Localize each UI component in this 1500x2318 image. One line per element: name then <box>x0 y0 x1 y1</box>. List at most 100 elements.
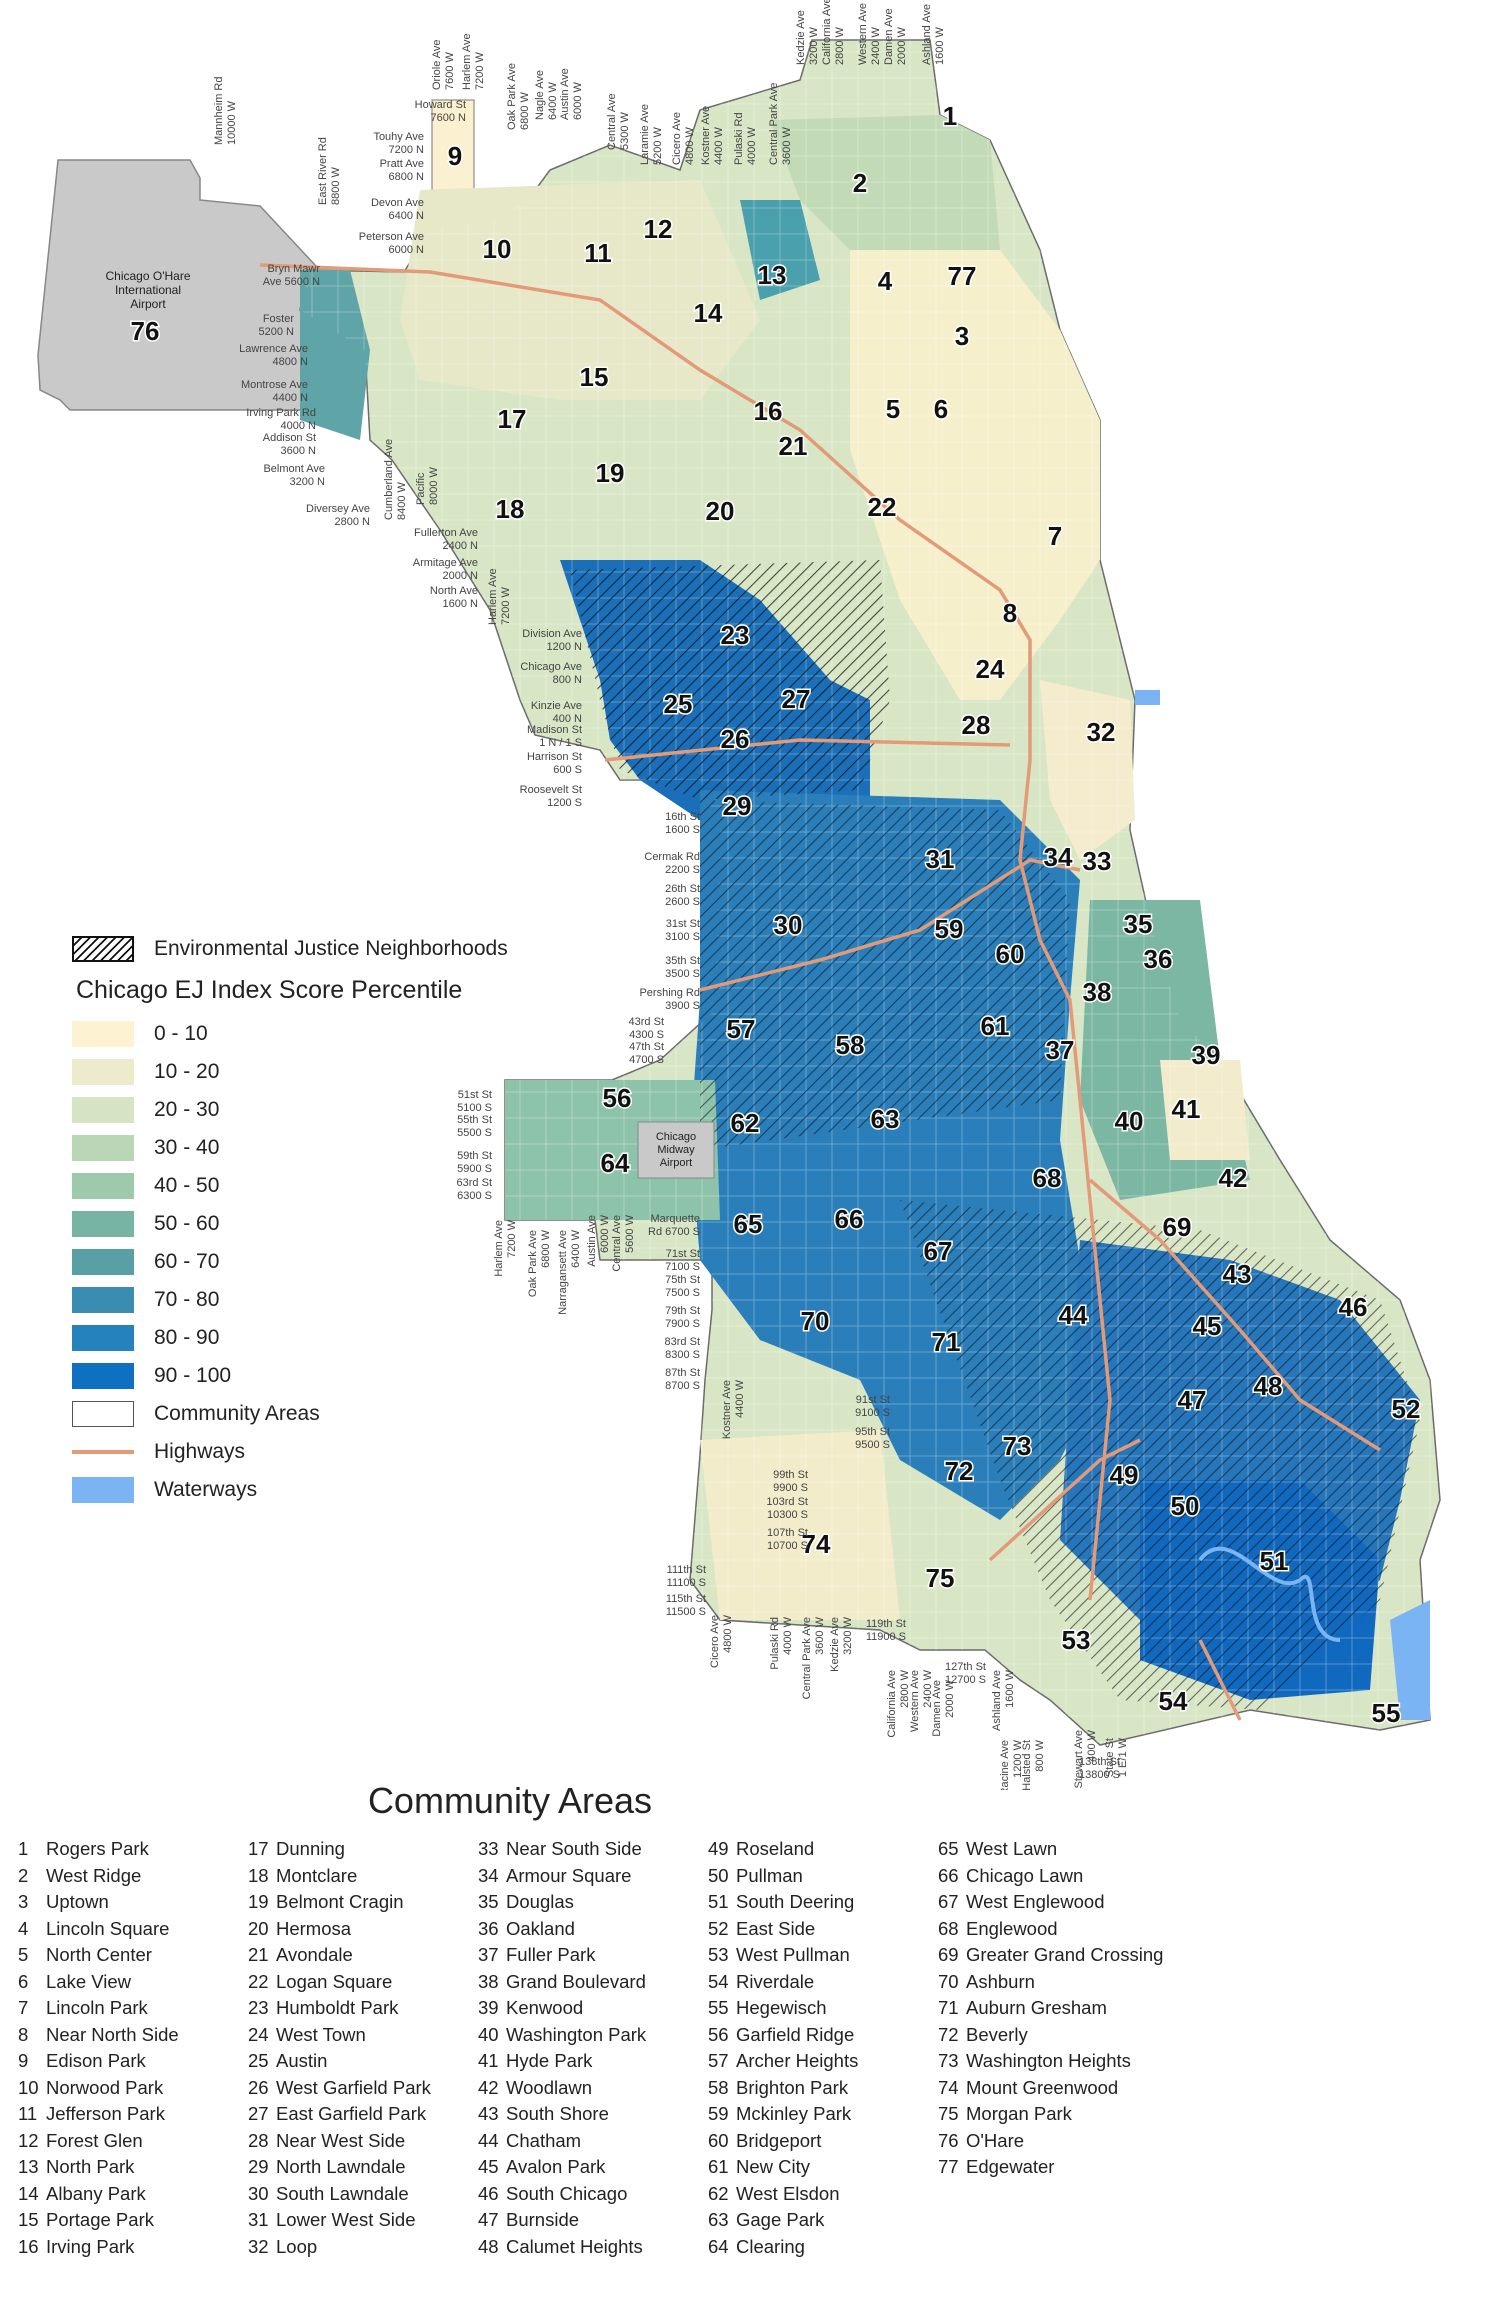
community-area-number: 74 <box>938 2076 959 2098</box>
community-area-label: 3 <box>955 321 969 351</box>
community-area-number: 40 <box>478 2023 499 2045</box>
legend-class-swatch <box>72 1325 134 1351</box>
community-area-label: 44 <box>1059 1300 1088 1330</box>
community-area-name: East Garfield Park <box>276 2103 427 2124</box>
street-label: 16th St 1600 S <box>665 811 700 836</box>
community-area-label: 14 <box>694 298 723 328</box>
community-area-item: 59 Mckinley Park <box>708 2101 938 2128</box>
community-area-item: 22 Logan Square <box>248 1969 478 1996</box>
community-area-name: Loop <box>276 2235 318 2257</box>
street-label: 107th St 10700 S <box>767 1527 808 1552</box>
community-area-label: 41 <box>1172 1094 1201 1124</box>
street-label: 115th St 11500 S <box>666 1593 706 1618</box>
street-label: 31st St 3100 S <box>665 918 700 943</box>
street-label: Irving Park Rd 4000 N <box>246 407 316 432</box>
legend-highway-swatch <box>72 1450 134 1454</box>
community-area-label: 24 <box>976 654 1005 684</box>
community-areas-column: 1 Rogers Park 2 West Ridge 3 Uptown 4 Lincoln S… <box>18 1836 248 2260</box>
ej-hatch-southwest <box>700 800 1070 1150</box>
community-area-item: 23 Humboldt Park <box>248 1995 478 2022</box>
community-area-item: 35 Douglas <box>478 1889 708 1916</box>
community-area-label: 38 <box>1083 977 1112 1007</box>
legend-ej-row: Environmental Justice Neighborhoods <box>72 930 552 968</box>
street-label: Armitage Ave 2000 N <box>413 557 478 582</box>
legend-waterway-swatch <box>72 1477 134 1503</box>
community-area-name: East Side <box>736 1917 816 1939</box>
community-area-name: Pullman <box>736 1864 803 1886</box>
community-area-label: 2 <box>853 168 867 198</box>
legend-class-row: 70 - 80 <box>72 1281 552 1319</box>
street-label: Kostner Ave4400 W <box>721 1379 746 1439</box>
community-area-number: 65 <box>938 1838 959 1859</box>
community-area-number: 56 <box>708 2023 729 2045</box>
community-area-label: 6 <box>934 394 948 424</box>
community-areas-column: 17 Dunning 18 Montclare 19 Belmont Cragin 20 He… <box>248 1836 478 2260</box>
community-area-number: 37 <box>478 1944 499 1965</box>
community-area-name: Auburn Gresham <box>966 1997 1107 2018</box>
community-area-item: 46 South Chicago <box>478 2181 708 2208</box>
street-label: Harlem Ave7200 W <box>493 1219 518 1276</box>
community-area-label: 11 <box>584 238 612 268</box>
community-area-item: 8 Near North Side <box>18 2022 248 2049</box>
community-area-number: 70 <box>938 1970 959 1992</box>
community-area-number: 54 <box>708 1970 729 1992</box>
community-area-item: 20 Hermosa <box>248 1916 478 1943</box>
area-9-fill <box>431 99 475 201</box>
community-areas-list: 1 Rogers Park 2 West Ridge 3 Uptown 4 Lincoln S… <box>18 1836 1198 2260</box>
community-area-item: 13 North Park <box>18 2154 248 2181</box>
community-area-number: 39 <box>478 1997 499 2018</box>
street-label: Marquette Rd 6700 S <box>648 1213 700 1238</box>
community-area-name: Riverdale <box>736 1970 815 1992</box>
street-label: Narragansett Ave6400 W <box>557 1229 582 1314</box>
community-area-label: 48 <box>1254 1371 1283 1401</box>
street-label: Austin Ave6000 W <box>559 68 584 120</box>
community-area-name: Chatham <box>506 2129 582 2151</box>
community-area-number: 73 <box>938 2050 959 2071</box>
community-area-number: 50 <box>708 1864 729 1886</box>
community-area-label: 65 <box>734 1209 763 1239</box>
midway-airport-area <box>637 1121 715 1179</box>
community-area-name: West Town <box>276 2023 366 2045</box>
community-area-item: 11 Jefferson Park <box>18 2101 248 2128</box>
street-label: Pacific8000 W <box>415 466 440 505</box>
street-label: Oak Park Ave6800 W <box>527 1229 552 1297</box>
community-area-label: 47 <box>1178 1385 1207 1415</box>
community-area-number: 58 <box>708 2076 729 2098</box>
community-area-label: 25 <box>664 689 693 719</box>
community-area-name: Irving Park <box>46 2235 135 2257</box>
street-label: Central Park Ave3600 W <box>801 1616 826 1699</box>
street-label: 138th St 13800 S <box>1079 1756 1120 1781</box>
community-area-label: 57 <box>727 1014 756 1044</box>
street-label: Cicero Ave4800 W <box>709 1614 734 1668</box>
community-area-label: 40 <box>1115 1106 1144 1136</box>
community-area-number: 41 <box>478 2050 499 2071</box>
street-label: Central Ave5600 W <box>611 1214 636 1271</box>
community-area-name: Norwood Park <box>46 2076 164 2098</box>
community-area-label: 54 <box>1159 1686 1188 1716</box>
community-area-item: 5 North Center <box>18 1942 248 1969</box>
street-label: California Ave2800 W <box>886 1669 911 1737</box>
community-area-name: Albany Park <box>46 2182 146 2204</box>
community-area-item: 53 West Pullman <box>708 1942 938 1969</box>
community-area-number: 17 <box>248 1838 269 1859</box>
street-label: Foster 5200 N <box>259 313 295 338</box>
community-area-item: 34 Armour Square <box>478 1863 708 1890</box>
waterway-lake-calumet <box>1390 1600 1430 1720</box>
community-area-name: Avalon Park <box>506 2156 606 2177</box>
community-area-name: Burnside <box>506 2209 580 2230</box>
community-area-label: 75 <box>926 1563 955 1593</box>
community-area-name: Bridgeport <box>736 2129 822 2151</box>
community-area-name: Beverly <box>966 2023 1028 2045</box>
legend-class-row: 90 - 100 <box>72 1357 552 1395</box>
legend-class-label: 20 - 30 <box>154 1098 220 1121</box>
community-area-number: 6 <box>18 1970 29 1992</box>
street-label: 127th St 12700 S <box>945 1661 986 1686</box>
community-area-number: 13 <box>18 2156 39 2177</box>
community-area-number: 4 <box>18 1917 29 1939</box>
community-area-item: 21 Avondale <box>248 1942 478 1969</box>
legend-community-swatch <box>72 1401 134 1427</box>
street-label: 103rd St 10300 S <box>766 1496 808 1521</box>
street-label: Madison St 1 N / 1 S <box>527 724 582 749</box>
legend-class-label: 80 - 90 <box>154 1326 220 1349</box>
